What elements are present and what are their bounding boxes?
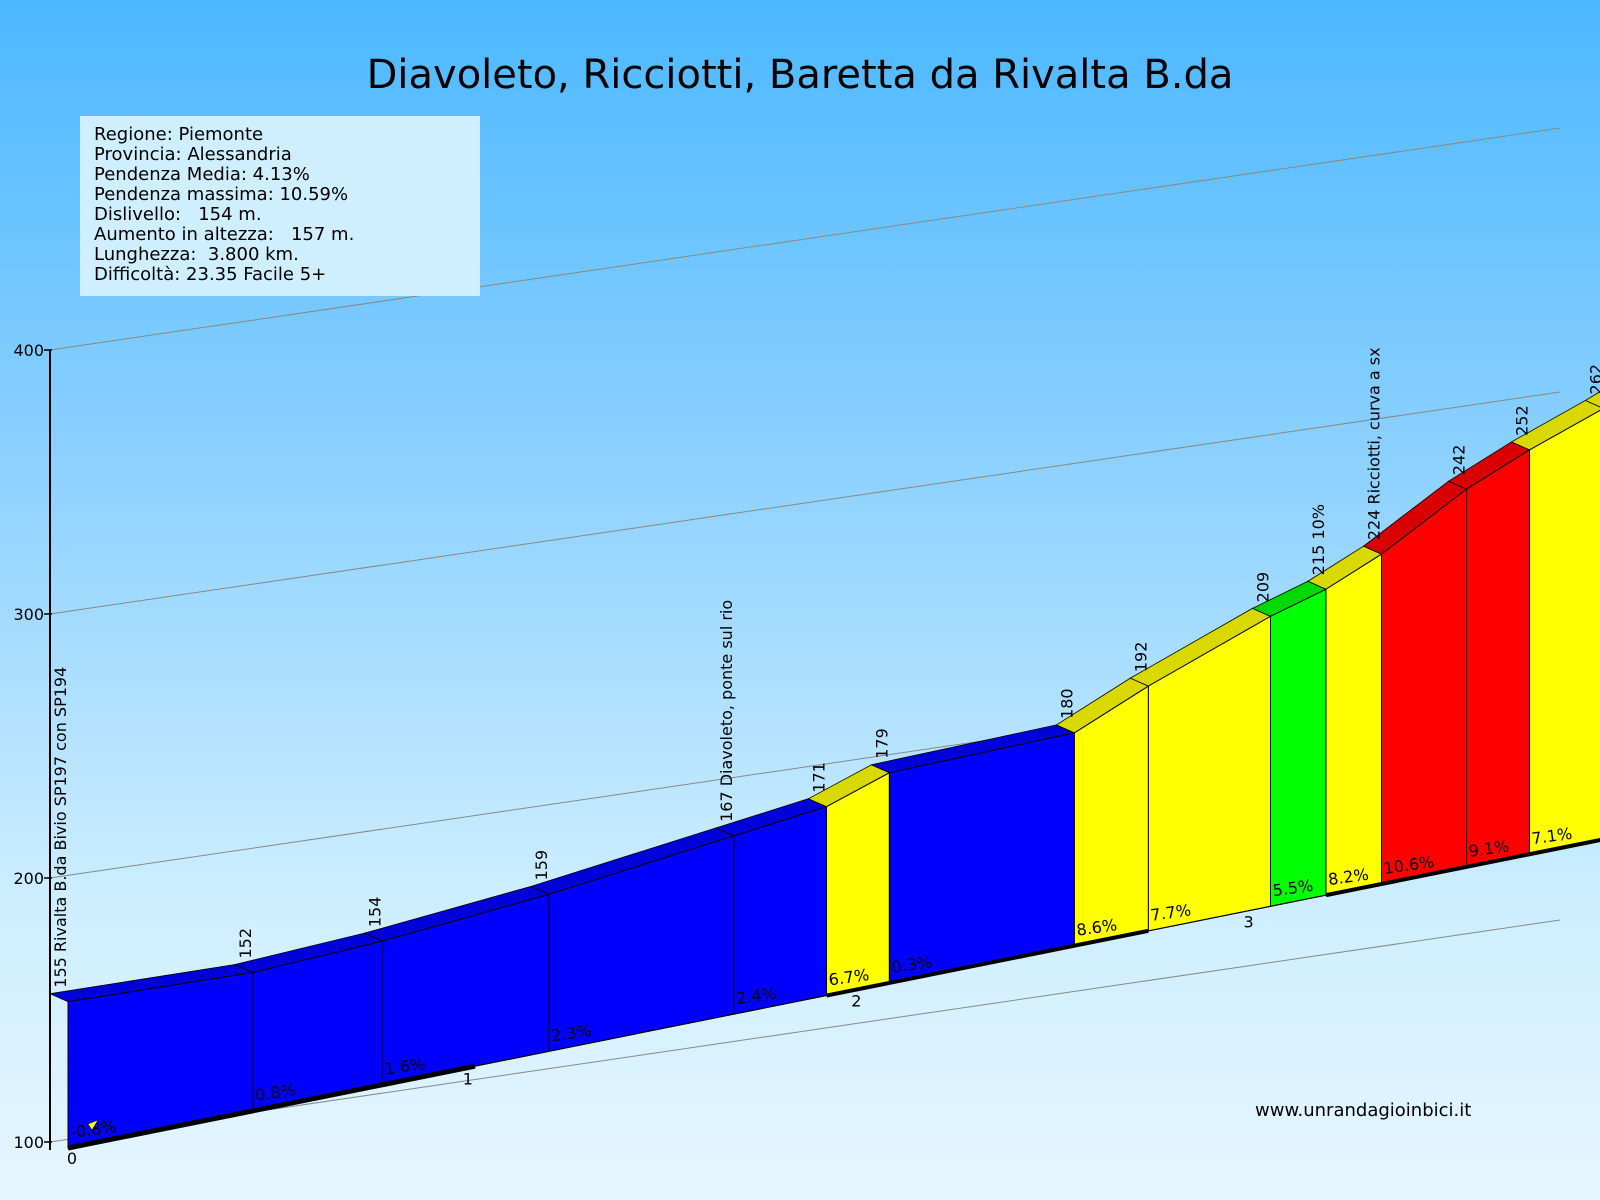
info-line-avg-gradient: Pendenza Media: 4.13% bbox=[94, 164, 310, 185]
info-line-max-gradient: Pendenza massima: 10.59% bbox=[94, 184, 349, 205]
segment-face-5 bbox=[733, 805, 827, 1015]
info-line-region: Regione: Piemonte bbox=[94, 124, 264, 145]
x-tick-label-1: 1 bbox=[463, 1069, 473, 1088]
gridline-300 bbox=[49, 391, 1561, 615]
altitude-label-8: 180 bbox=[1057, 688, 1076, 719]
info-line-elevation-diff: Dislivello: 154 m. bbox=[94, 204, 262, 225]
gridline-400 bbox=[49, 127, 1561, 351]
chart-title: Diavoleto, Ricciotti, Baretta da Rivalta… bbox=[366, 52, 1234, 98]
altitude-label-3: 154 bbox=[366, 897, 385, 928]
x-tick-label-0: 0 bbox=[67, 1149, 77, 1168]
segment-face-4 bbox=[548, 835, 735, 1052]
segment-face-11 bbox=[1325, 553, 1382, 896]
x-tick-label-2: 2 bbox=[851, 991, 861, 1010]
y-tick-label-200: 200 bbox=[13, 869, 44, 888]
segment-face-7 bbox=[888, 732, 1075, 984]
altitude-label-13: 242 bbox=[1450, 445, 1469, 476]
altitude-label-2: 152 bbox=[236, 928, 255, 959]
gridline-100 bbox=[49, 919, 1561, 1143]
segment-top-15 bbox=[1584, 391, 1600, 408]
altitude-label-14: 252 bbox=[1513, 405, 1532, 436]
website-credit: www.unrandagioinbici.it bbox=[1255, 1100, 1472, 1121]
segment-face-10 bbox=[1270, 588, 1327, 907]
segment-face-14 bbox=[1529, 409, 1600, 855]
altitude-label-9: 192 bbox=[1131, 642, 1150, 673]
info-line-province: Provincia: Alessandria bbox=[94, 144, 292, 165]
info-line-difficulty: Difficoltà: 23.35 Facile 5+ bbox=[94, 264, 327, 285]
info-line-length: Lunghezza: 3.800 km. bbox=[94, 244, 299, 265]
segment-face-6 bbox=[826, 771, 890, 997]
y-tick-label-400: 400 bbox=[13, 341, 44, 360]
altitude-label-15: 262 bbox=[1587, 364, 1600, 395]
y-tick-label-300: 300 bbox=[13, 605, 44, 624]
altitude-label-11: 215 10% bbox=[1309, 504, 1328, 575]
altitude-label-5: 167 Diavoleto, ponte sul rio bbox=[717, 600, 736, 822]
altitude-label-1: 155 Rivalta B.da Bivio SP197 con SP194 bbox=[51, 667, 70, 988]
info-box: Regione: Piemonte Provincia: Alessandria… bbox=[80, 116, 480, 296]
altitude-label-10: 209 bbox=[1254, 572, 1273, 603]
altitude-label-12: 224 Ricciotti, curva a sx bbox=[1365, 347, 1384, 540]
segment-face-12 bbox=[1381, 488, 1468, 885]
altitude-label-7: 179 bbox=[872, 728, 891, 759]
altitude-label-6: 171 bbox=[810, 762, 829, 793]
segment-face-13 bbox=[1466, 449, 1530, 868]
baseline-thick-3 bbox=[1325, 838, 1600, 898]
y-tick-label-100: 100 bbox=[13, 1133, 44, 1152]
info-line-elevation-gain: Aumento in altezza: 157 m. bbox=[94, 224, 355, 245]
x-tick-label-3: 3 bbox=[1244, 913, 1254, 932]
baseline-thick-1 bbox=[67, 1063, 476, 1151]
baseline-thick-2 bbox=[826, 928, 1149, 998]
altitude-label-4: 159 bbox=[532, 850, 551, 881]
start-marker-icon bbox=[87, 1119, 99, 1131]
